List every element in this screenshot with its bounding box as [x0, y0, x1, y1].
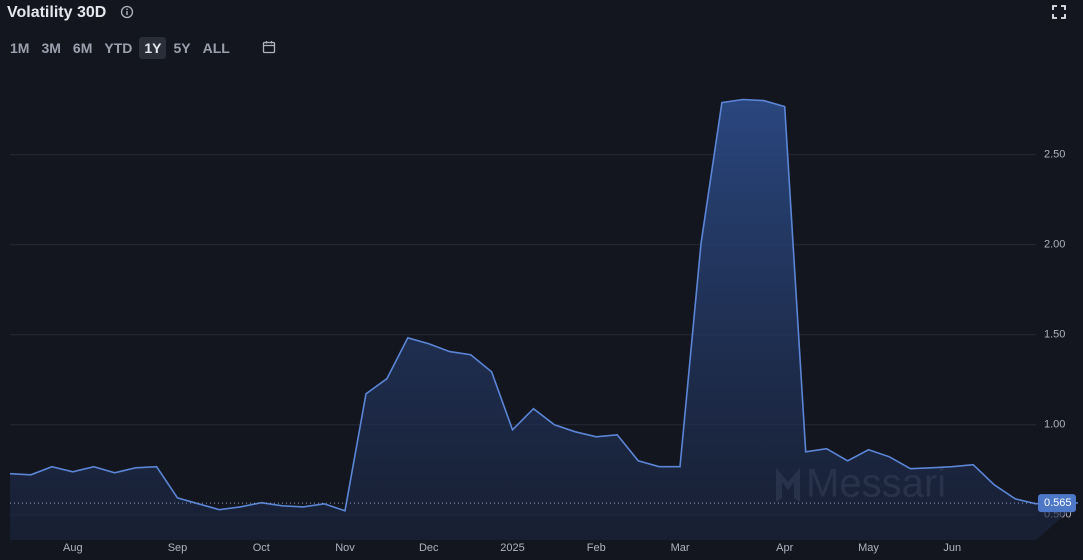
y-tick-label: 2.00 [1044, 239, 1065, 251]
info-icon[interactable] [120, 5, 134, 19]
y-tick-label: 1.00 [1044, 419, 1065, 431]
line [9, 98, 1078, 512]
x-tick-label: 2025 [500, 542, 524, 554]
x-tick-label: Sep [168, 542, 188, 554]
range-button[interactable]: YTD [104, 40, 133, 56]
range-button[interactable]: 5Y [173, 40, 191, 56]
range-button[interactable]: 1M [10, 40, 30, 56]
current-value-badge [1038, 494, 1076, 513]
range-button[interactable]: 6M [72, 40, 93, 56]
x-tick-label: Aug [63, 542, 83, 554]
x-tick-label: Apr [776, 542, 793, 554]
range-button[interactable]: 1Y [139, 37, 167, 59]
current-value-label: 0.565 [1044, 497, 1072, 509]
y-tick-label: 1.50 [1044, 329, 1065, 341]
x-tick-label: Nov [335, 542, 355, 554]
y-tick-label: 2.50 [1044, 149, 1065, 161]
title: Volatility 30D [7, 4, 107, 21]
x-tick-label: Feb [587, 542, 606, 554]
range-button[interactable]: ALL [202, 40, 230, 56]
calendar-icon[interactable] [262, 40, 276, 54]
range-buttons: 1M 3M 6M YTD 1Y 5Y ALL [5, 37, 235, 59]
x-tick-label: May [858, 542, 879, 554]
range-button[interactable]: 3M [41, 40, 61, 56]
area [10, 99, 1078, 540]
x-tick-label: Oct [253, 542, 270, 554]
x-tick-label: Jun [943, 542, 961, 554]
x-tick-label: Mar [671, 542, 690, 554]
fullscreen-icon[interactable] [1052, 5, 1066, 19]
x-tick-label: Dec [419, 542, 439, 554]
